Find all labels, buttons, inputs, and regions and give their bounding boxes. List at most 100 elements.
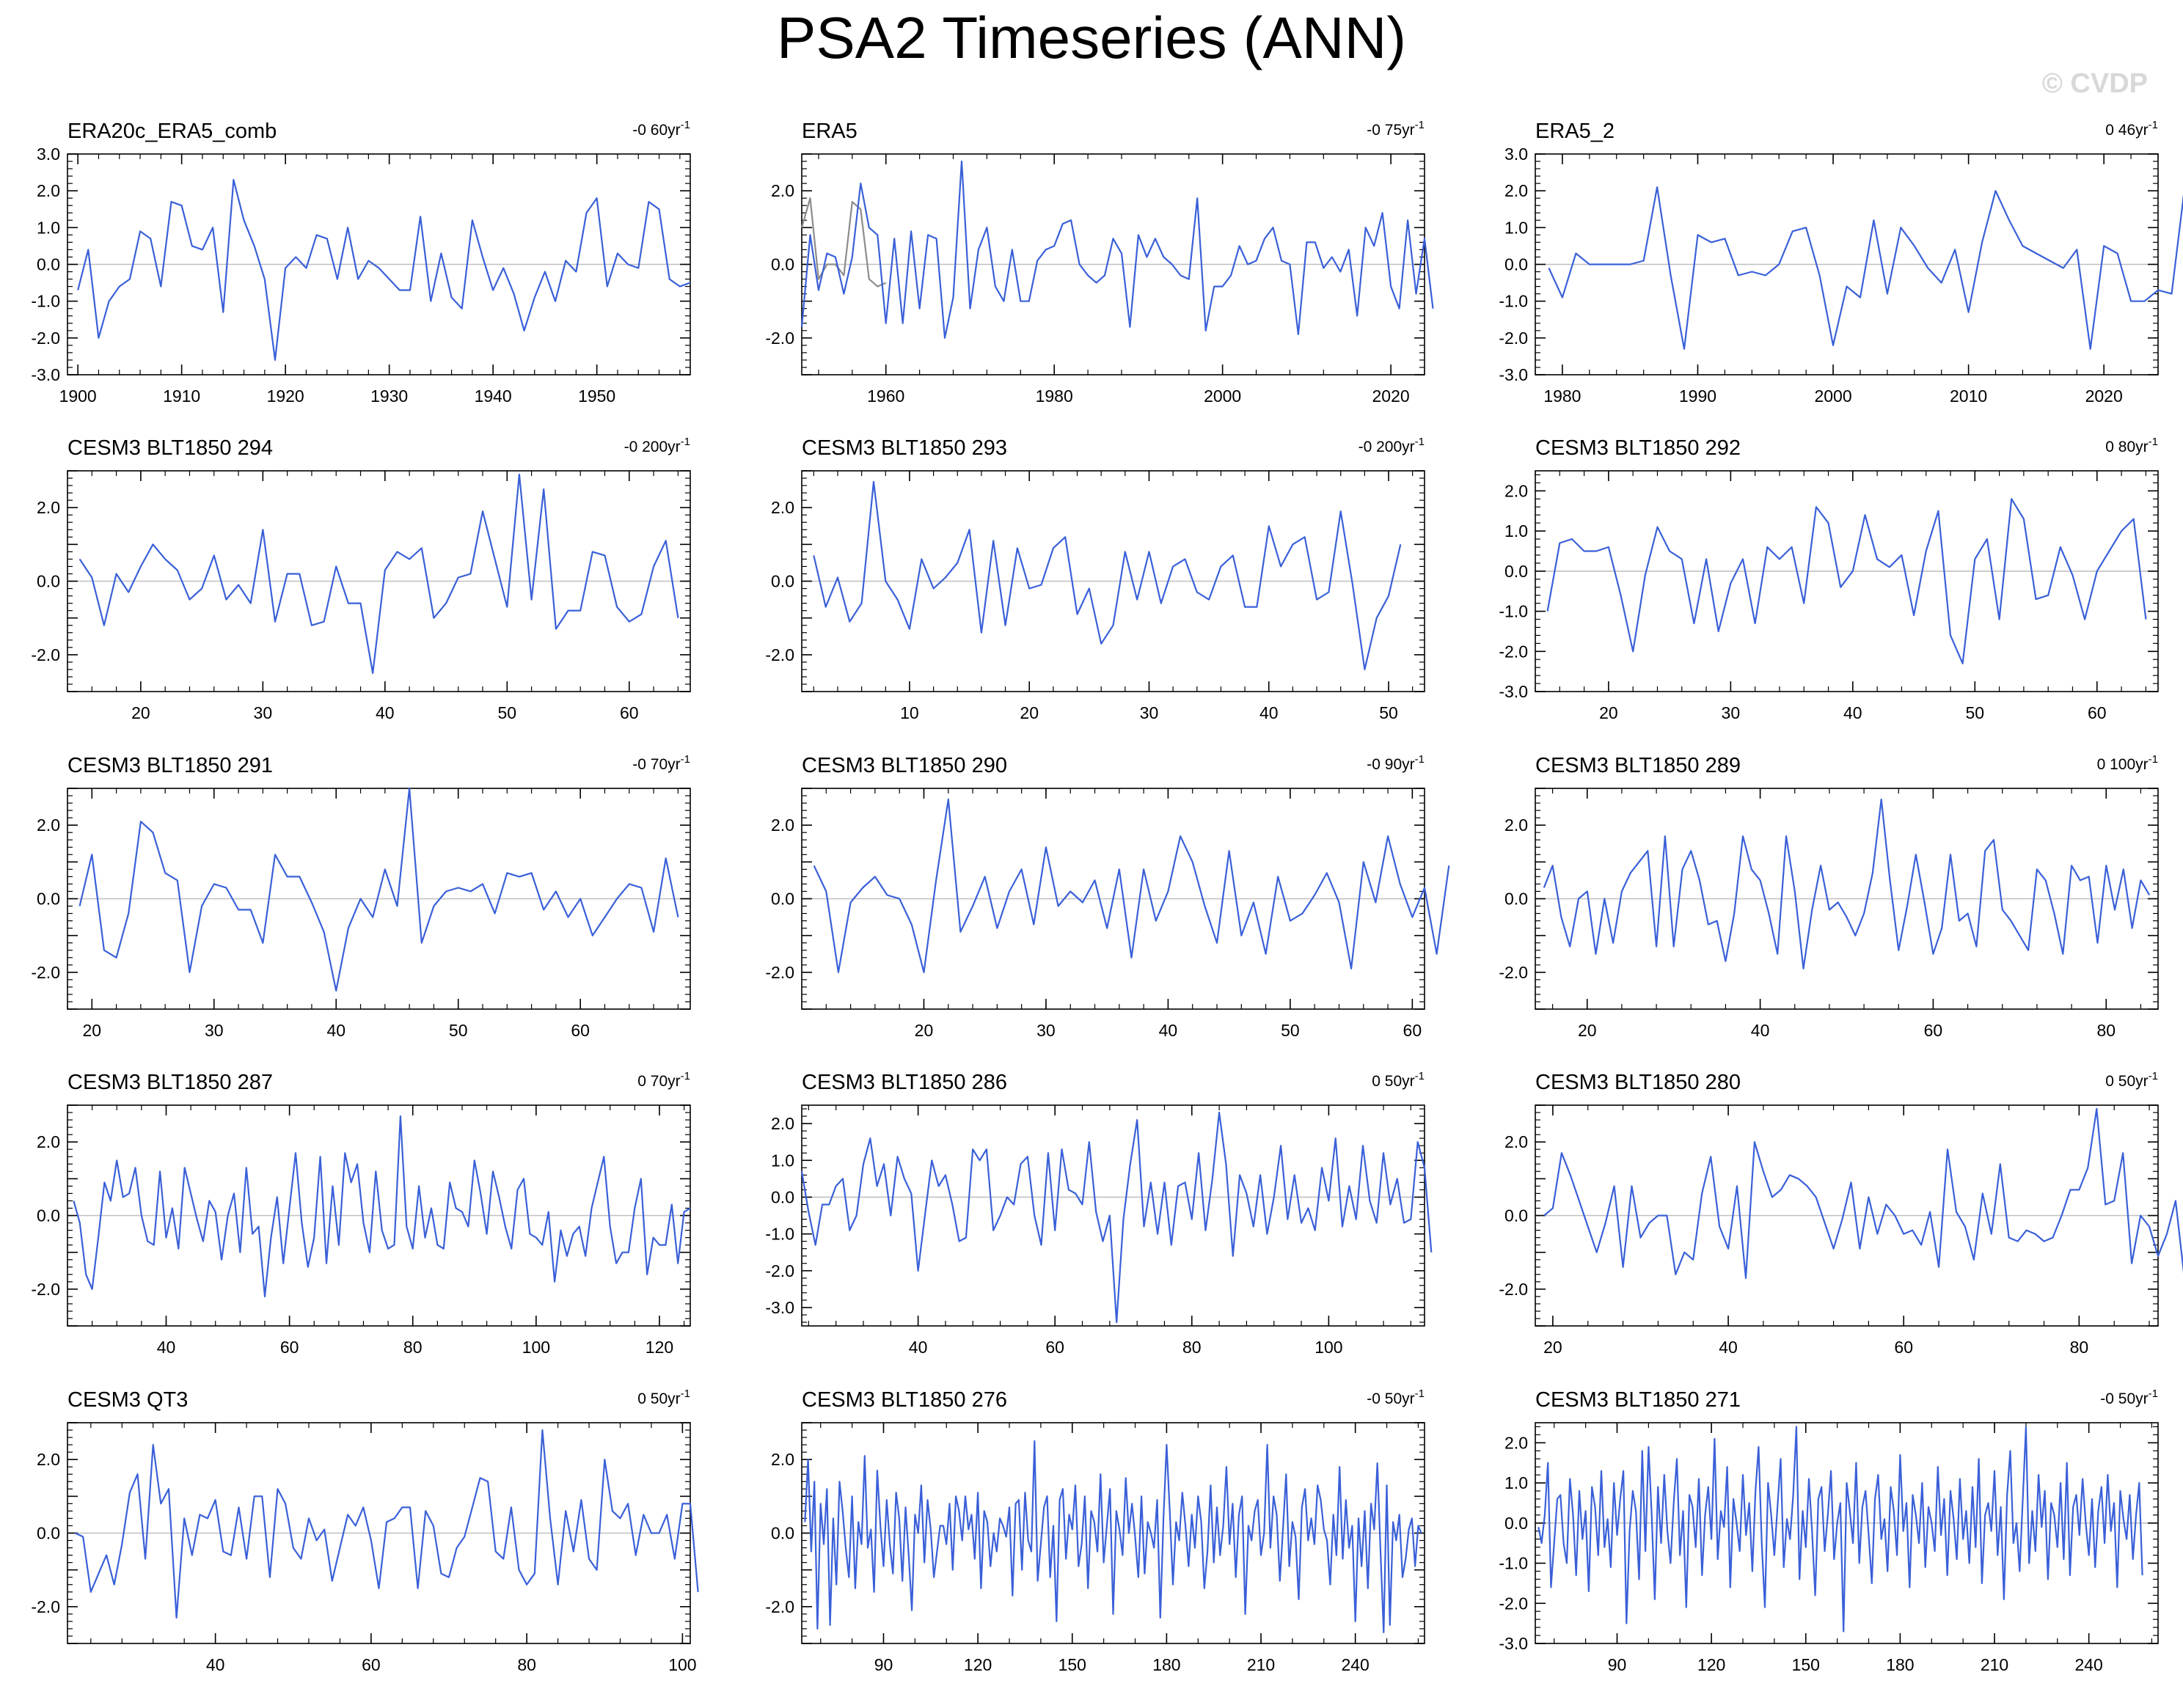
chart-panel: CESM3 BLT1850 293 -0 200yr-1 -2.0 0.0 2.0 10 2… [765, 436, 1425, 722]
y-tick-label: 0.0 [771, 890, 794, 909]
x-tick-label: 40 [326, 1021, 345, 1040]
series-line [77, 179, 691, 361]
trend-exponent: -1 [681, 753, 690, 766]
chart-panel: CESM3 QT3 0 50yr-1 -2.0 0.0 2.0 40 60 80 100 [31, 1388, 699, 1674]
y-tick-label: 0.0 [1504, 890, 1528, 909]
panel-title: ERA5 [802, 120, 858, 143]
chart-panel: CESM3 BLT1850 286 0 50yr-1 -3.0 -2.0 -1.0 0.0… [765, 1070, 1433, 1357]
x-tick-label: 1910 [163, 386, 200, 406]
trend-label: 0 50yr-1 [1372, 1070, 1425, 1090]
x-tick-label: 90 [1608, 1655, 1627, 1674]
series-line [800, 160, 1434, 339]
trend-exponent: -1 [1415, 119, 1425, 131]
y-tick-label: -2.0 [765, 645, 794, 664]
y-tick-label: -3.0 [765, 1298, 794, 1317]
y-tick-label: 0.0 [37, 1524, 60, 1543]
y-tick-label: -2.0 [765, 329, 794, 348]
trend-exponent: -1 [681, 1388, 690, 1400]
x-tick-label: 240 [2074, 1655, 2102, 1674]
trend-exponent: -1 [1415, 1070, 1425, 1082]
y-tick-label: 0.0 [1504, 562, 1528, 581]
trend-exponent: -1 [1415, 436, 1425, 448]
series-line [1537, 1426, 2143, 1632]
chart-panel: ERA5_2 0 46yr-1 -3.0 -2.0 -1.0 0.0 1.0 2.0 3.0 19… [1499, 119, 2183, 406]
x-tick-label: 20 [1599, 703, 1618, 722]
y-tick-label: 2.0 [771, 498, 794, 517]
x-tick-label: 20 [1543, 1338, 1562, 1357]
x-tick-label: 1980 [1543, 386, 1581, 406]
y-tick-label: 2.0 [1504, 1433, 1528, 1452]
chart-panel: ERA20c_ERA5_comb -0 60yr-1 -3.0 -2.0 -1.0 0.0… [31, 119, 691, 406]
chart-panel: CESM3 BLT1850 276 -0 50yr-1 -2.0 0.0 2.0 90 12… [765, 1388, 1425, 1674]
y-tick-label: 2.0 [1504, 481, 1528, 500]
y-tick-label: 0.0 [771, 572, 794, 591]
y-tick-label: 0.0 [771, 1524, 794, 1543]
x-tick-label: 60 [620, 703, 639, 722]
x-tick-label: 120 [1697, 1655, 1725, 1674]
chart-panel: CESM3 BLT1850 294 -0 200yr-1 -2.0 0.0 2.0 20 3… [31, 436, 691, 722]
y-tick-label: 0.0 [37, 572, 60, 591]
trend-exponent: -1 [681, 1070, 690, 1082]
panel-title: CESM3 BLT1850 291 [67, 754, 273, 777]
x-tick-label: 210 [1247, 1655, 1275, 1674]
chart-panel: ERA5 -0 75yr-1 -2.0 0.0 2.0 1960 1980 2000 2020 [765, 119, 1434, 406]
trend-exponent: -1 [2149, 753, 2158, 766]
series-line [800, 1111, 1433, 1324]
y-tick-label: 2.0 [1504, 1132, 1528, 1151]
x-tick-label: 60 [1924, 1021, 1943, 1040]
panel-title: ERA20c_ERA5_comb [67, 120, 277, 143]
x-tick-label: 80 [403, 1338, 423, 1357]
y-tick-label: 2.0 [771, 1450, 794, 1469]
panel-title: CESM3 BLT1850 286 [802, 1071, 1007, 1094]
x-tick-label: 100 [1314, 1338, 1342, 1357]
y-tick-label: 2.0 [771, 181, 794, 200]
trend-label: -0 75yr-1 [1367, 119, 1425, 139]
x-tick-label: 1940 [475, 386, 512, 406]
trend-label: -0 60yr-1 [632, 119, 690, 139]
x-tick-label: 80 [1182, 1338, 1202, 1357]
series-line [1548, 186, 2183, 350]
chart-panel: CESM3 BLT1850 291 -0 70yr-1 -2.0 0.0 2.0 20 30… [31, 753, 691, 1040]
x-tick-label: 2020 [1372, 386, 1410, 406]
x-tick-label: 20 [1020, 703, 1039, 722]
x-tick-label: 90 [874, 1655, 893, 1674]
panel-title: CESM3 BLT1850 292 [1535, 436, 1741, 460]
y-tick-label: 0.0 [37, 890, 60, 909]
y-tick-label: -2.0 [31, 1597, 60, 1616]
y-tick-label: 1.0 [771, 1151, 794, 1170]
x-tick-label: 100 [668, 1655, 696, 1674]
x-tick-label: 210 [1981, 1655, 2008, 1674]
x-tick-label: 10 [900, 703, 919, 722]
y-tick-label: 2.0 [37, 498, 60, 517]
x-tick-label: 40 [157, 1338, 176, 1357]
series-line [78, 787, 679, 992]
series-line [1546, 498, 2147, 664]
y-tick-label: -1.0 [1499, 1554, 1528, 1573]
plot-frame [1535, 1422, 2159, 1644]
y-tick-label: -1.0 [31, 292, 60, 311]
y-tick-label: -3.0 [1499, 365, 1528, 384]
y-tick-label: -2.0 [765, 1261, 794, 1280]
panel-title: CESM3 BLT1850 294 [67, 436, 273, 460]
y-tick-label: -2.0 [31, 645, 60, 664]
trend-label: 0 80yr-1 [2105, 436, 2158, 455]
y-tick-label: 2.0 [37, 181, 60, 200]
x-tick-label: 1900 [59, 386, 97, 406]
trend-exponent: -1 [1415, 753, 1425, 766]
trend-exponent: -1 [681, 436, 690, 448]
x-tick-label: 60 [362, 1655, 381, 1674]
x-tick-label: 40 [1159, 1021, 1178, 1040]
x-tick-label: 20 [131, 703, 150, 722]
x-tick-label: 120 [964, 1655, 992, 1674]
x-tick-label: 2010 [1950, 386, 1987, 406]
x-tick-label: 1950 [578, 386, 615, 406]
watermark: © CVDP [2041, 68, 2148, 99]
x-tick-label: 100 [522, 1338, 550, 1357]
trend-label: 0 100yr-1 [2097, 753, 2158, 773]
series-line [73, 1115, 691, 1298]
x-tick-label: 40 [1259, 703, 1279, 722]
x-tick-label: 1920 [267, 386, 304, 406]
series-line [813, 798, 1450, 973]
y-tick-label: -2.0 [1499, 1280, 1528, 1299]
